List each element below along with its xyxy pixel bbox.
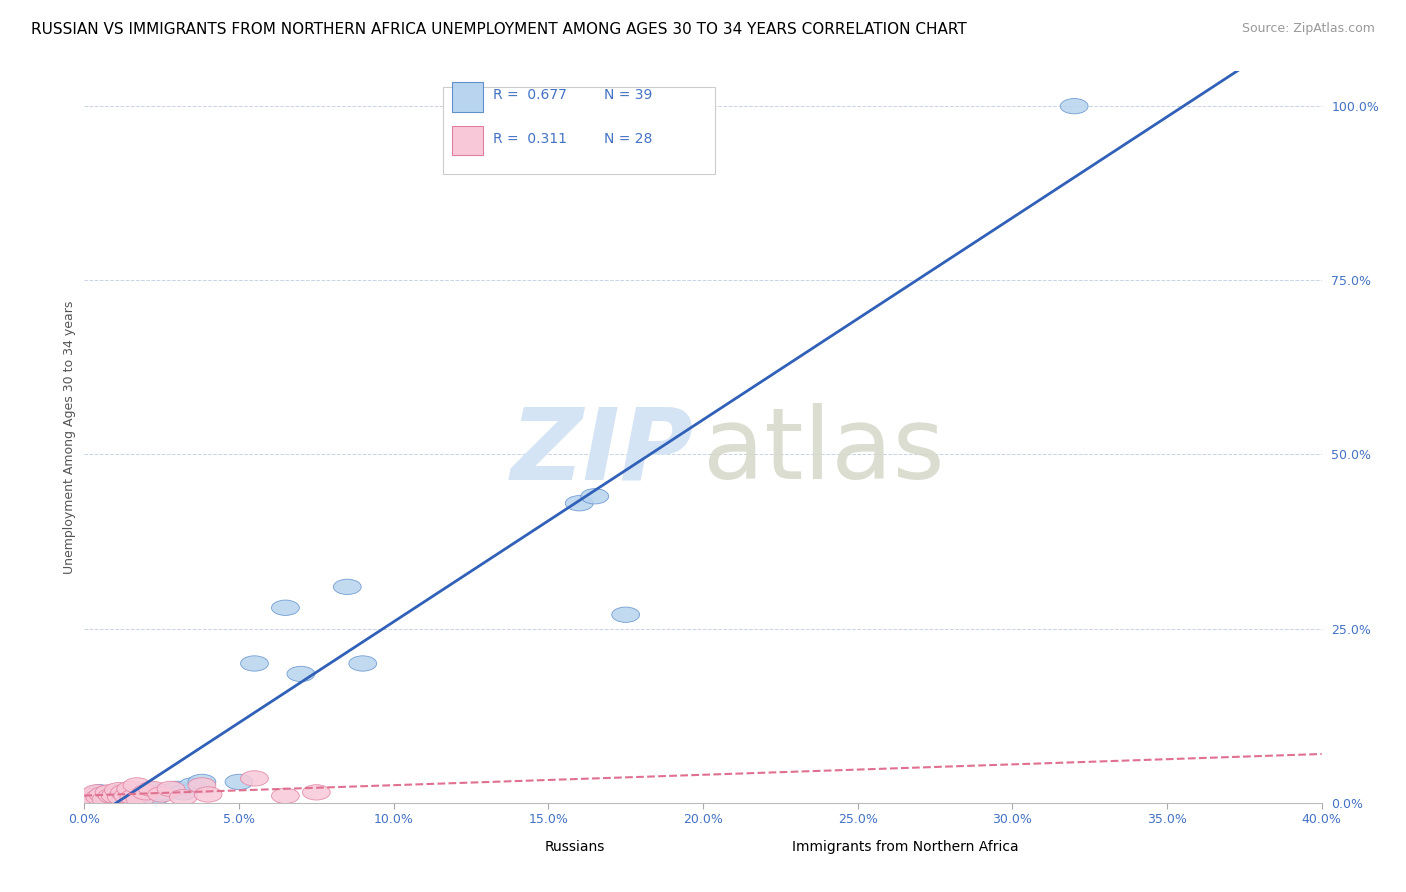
Ellipse shape xyxy=(170,785,197,800)
FancyBboxPatch shape xyxy=(443,87,716,174)
Ellipse shape xyxy=(240,771,269,786)
Text: Immigrants from Northern Africa: Immigrants from Northern Africa xyxy=(792,840,1019,855)
Ellipse shape xyxy=(101,789,129,804)
Ellipse shape xyxy=(333,579,361,594)
Ellipse shape xyxy=(107,789,135,805)
Text: Source: ZipAtlas.com: Source: ZipAtlas.com xyxy=(1241,22,1375,36)
Ellipse shape xyxy=(86,789,114,805)
Ellipse shape xyxy=(98,789,127,804)
Ellipse shape xyxy=(138,781,166,797)
Bar xyxy=(752,836,783,862)
Ellipse shape xyxy=(93,792,120,807)
Bar xyxy=(451,82,482,112)
Ellipse shape xyxy=(111,787,138,802)
Ellipse shape xyxy=(101,789,129,804)
Ellipse shape xyxy=(148,785,176,800)
Ellipse shape xyxy=(104,782,132,798)
Y-axis label: Unemployment Among Ages 30 to 34 years: Unemployment Among Ages 30 to 34 years xyxy=(63,301,76,574)
Ellipse shape xyxy=(163,781,191,797)
Ellipse shape xyxy=(271,600,299,615)
Ellipse shape xyxy=(77,789,104,804)
Ellipse shape xyxy=(107,789,135,805)
Ellipse shape xyxy=(135,789,163,804)
Ellipse shape xyxy=(1060,98,1088,114)
Ellipse shape xyxy=(225,774,253,789)
Ellipse shape xyxy=(132,785,160,800)
Ellipse shape xyxy=(120,789,148,805)
Ellipse shape xyxy=(89,789,117,805)
Text: R =  0.311: R = 0.311 xyxy=(492,132,567,146)
Ellipse shape xyxy=(93,787,120,802)
Ellipse shape xyxy=(271,789,299,804)
Ellipse shape xyxy=(96,785,124,800)
Ellipse shape xyxy=(124,778,150,793)
Ellipse shape xyxy=(89,787,117,802)
Ellipse shape xyxy=(581,489,609,504)
Ellipse shape xyxy=(127,792,155,807)
Ellipse shape xyxy=(96,789,124,804)
Text: RUSSIAN VS IMMIGRANTS FROM NORTHERN AFRICA UNEMPLOYMENT AMONG AGES 30 TO 34 YEAR: RUSSIAN VS IMMIGRANTS FROM NORTHERN AFRI… xyxy=(31,22,967,37)
Text: ZIP: ZIP xyxy=(510,403,693,500)
Ellipse shape xyxy=(111,785,138,800)
Text: N = 39: N = 39 xyxy=(605,88,652,103)
Text: R =  0.677: R = 0.677 xyxy=(492,88,567,103)
Ellipse shape xyxy=(83,785,111,800)
Ellipse shape xyxy=(120,785,148,800)
Ellipse shape xyxy=(188,778,217,793)
Ellipse shape xyxy=(138,782,166,798)
Ellipse shape xyxy=(188,774,217,789)
Bar xyxy=(505,836,536,862)
Ellipse shape xyxy=(287,666,315,681)
Ellipse shape xyxy=(565,496,593,511)
Ellipse shape xyxy=(127,789,155,804)
Ellipse shape xyxy=(104,785,132,800)
Ellipse shape xyxy=(240,656,269,671)
Bar xyxy=(451,126,482,155)
Ellipse shape xyxy=(77,789,104,805)
Ellipse shape xyxy=(117,792,145,807)
Ellipse shape xyxy=(129,787,157,802)
Ellipse shape xyxy=(170,789,197,805)
Ellipse shape xyxy=(194,787,222,802)
Ellipse shape xyxy=(80,792,107,807)
Ellipse shape xyxy=(98,792,127,807)
Ellipse shape xyxy=(114,789,142,804)
Ellipse shape xyxy=(302,785,330,800)
Text: N = 28: N = 28 xyxy=(605,132,652,146)
Ellipse shape xyxy=(73,792,101,807)
Ellipse shape xyxy=(612,607,640,623)
Ellipse shape xyxy=(179,778,207,793)
Ellipse shape xyxy=(349,656,377,671)
Ellipse shape xyxy=(73,792,101,807)
Ellipse shape xyxy=(132,785,160,800)
Ellipse shape xyxy=(142,789,170,805)
Ellipse shape xyxy=(86,785,114,800)
Ellipse shape xyxy=(148,787,176,802)
Ellipse shape xyxy=(83,789,111,804)
Ellipse shape xyxy=(114,789,142,804)
Ellipse shape xyxy=(80,792,107,807)
Ellipse shape xyxy=(86,792,114,807)
Text: atlas: atlas xyxy=(703,403,945,500)
Text: Russians: Russians xyxy=(544,840,605,855)
Ellipse shape xyxy=(117,781,145,797)
Ellipse shape xyxy=(124,789,150,805)
Ellipse shape xyxy=(157,781,186,797)
